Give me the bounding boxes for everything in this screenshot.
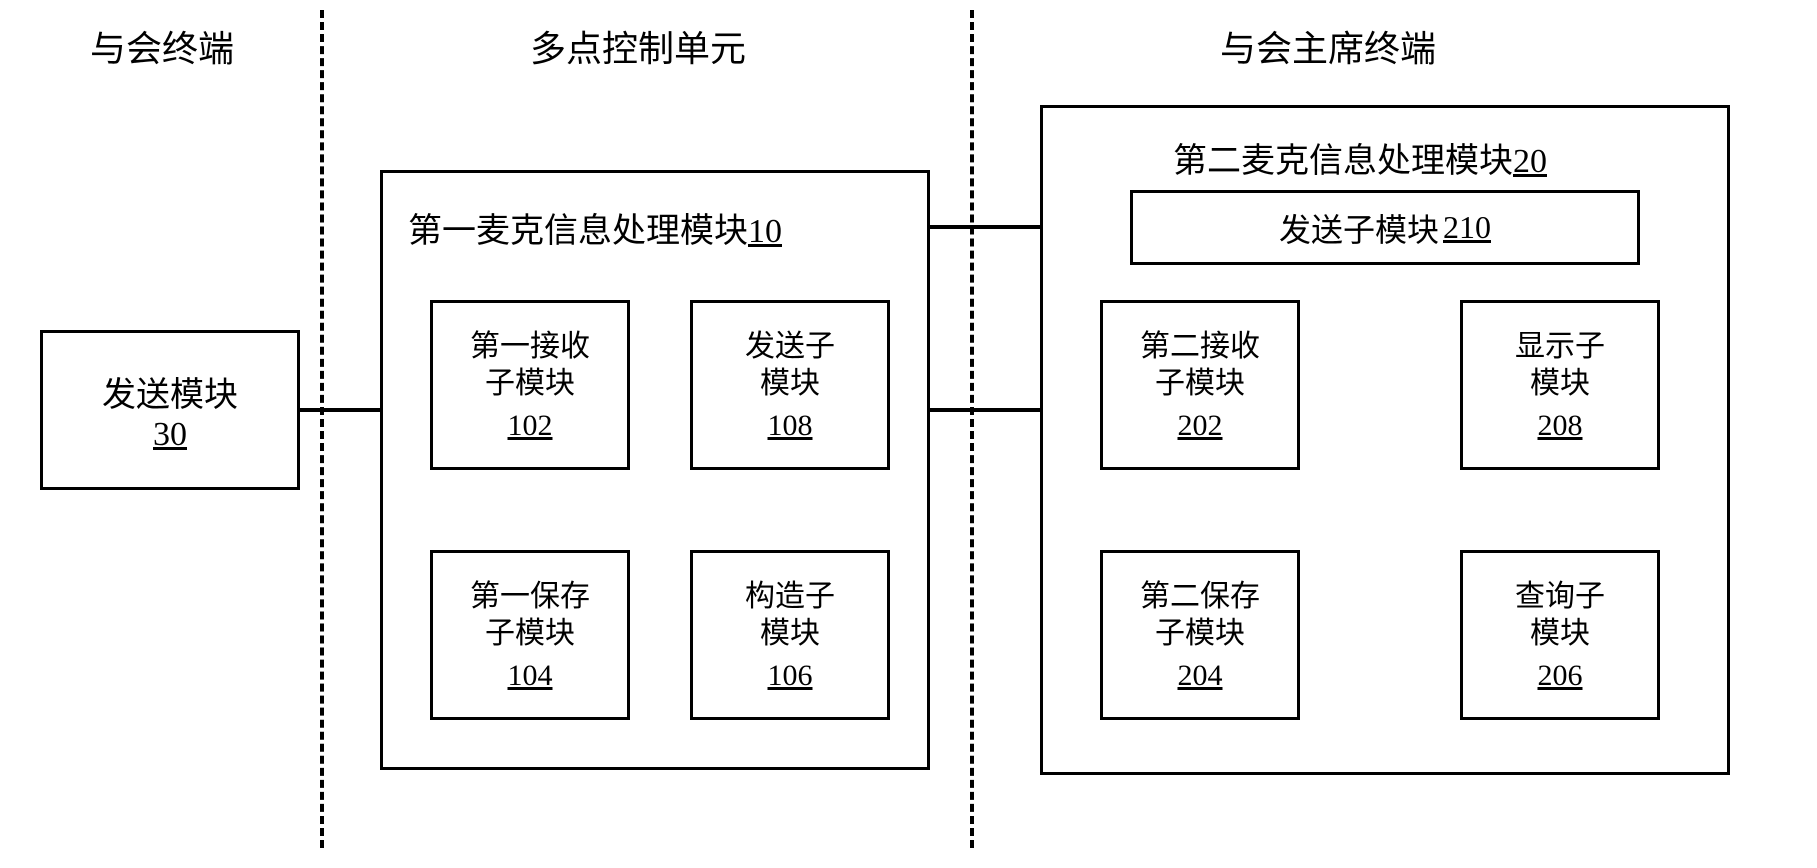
submodule-210-line1: 发送子模块 — [1279, 205, 1439, 251]
submodule-208-line1: 显示子 — [1515, 328, 1605, 366]
submodule-104-line2: 子模块 — [485, 615, 575, 653]
submodule-104-first-save: 第一保存 子模块 104 — [430, 550, 630, 720]
module-20-title-text: 第二麦克信息处理模块 — [1173, 143, 1513, 180]
submodule-210-number: 210 — [1443, 209, 1491, 246]
submodule-108-send: 发送子 模块 108 — [690, 300, 890, 470]
divider-2 — [970, 10, 974, 848]
submodule-204-number: 204 — [1178, 659, 1223, 693]
module-10-title-text: 第一麦克信息处理模块 — [408, 213, 748, 250]
submodule-210-send: 发送子模块210 — [1130, 190, 1640, 265]
submodule-108-line2: 模块 — [760, 365, 820, 403]
module-30-number: 30 — [153, 416, 187, 454]
module-30-send: 发送模块 30 — [40, 330, 300, 490]
submodule-208-line2: 模块 — [1530, 365, 1590, 403]
section-label-mcu: 多点控制单元 — [530, 20, 746, 72]
submodule-206-query: 查询子 模块 206 — [1460, 550, 1660, 720]
submodule-202-number: 202 — [1178, 409, 1223, 443]
submodule-106-construct: 构造子 模块 106 — [690, 550, 890, 720]
module-20-title: 第二麦克信息处理模块20 — [1173, 133, 1547, 182]
divider-1 — [320, 10, 324, 848]
submodule-206-line1: 查询子 — [1515, 578, 1605, 616]
submodule-106-line2: 模块 — [760, 615, 820, 653]
submodule-204-line2: 子模块 — [1155, 615, 1245, 653]
module-30-inner: 发送模块 30 — [43, 333, 297, 487]
submodule-208-display: 显示子 模块 208 — [1460, 300, 1660, 470]
submodule-104-line1: 第一保存 — [470, 578, 590, 616]
module-20-number: 20 — [1513, 143, 1547, 180]
submodule-206-number: 206 — [1538, 659, 1583, 693]
submodule-108-number: 108 — [768, 409, 813, 443]
submodule-102-line1: 第一接收 — [470, 328, 590, 366]
submodule-208-number: 208 — [1538, 409, 1583, 443]
submodule-102-first-receive: 第一接收 子模块 102 — [430, 300, 630, 470]
submodule-106-number: 106 — [768, 659, 813, 693]
section-label-chair: 与会主席终端 — [1220, 20, 1436, 72]
submodule-206-line2: 模块 — [1530, 615, 1590, 653]
submodule-202-line1: 第二接收 — [1140, 328, 1260, 366]
module-10-title: 第一麦克信息处理模块10 — [408, 203, 782, 252]
section-label-participant: 与会终端 — [90, 20, 234, 72]
submodule-108-line1: 发送子 — [745, 328, 835, 366]
submodule-106-line1: 构造子 — [745, 578, 835, 616]
submodule-104-number: 104 — [508, 659, 553, 693]
submodule-202-line2: 子模块 — [1155, 365, 1245, 403]
module-10-number: 10 — [748, 213, 782, 250]
submodule-204-second-save: 第二保存 子模块 204 — [1100, 550, 1300, 720]
submodule-202-second-receive: 第二接收 子模块 202 — [1100, 300, 1300, 470]
module-30-title: 发送模块 — [102, 367, 238, 416]
submodule-102-number: 102 — [508, 409, 553, 443]
submodule-102-line2: 子模块 — [485, 365, 575, 403]
submodule-204-line1: 第二保存 — [1140, 578, 1260, 616]
